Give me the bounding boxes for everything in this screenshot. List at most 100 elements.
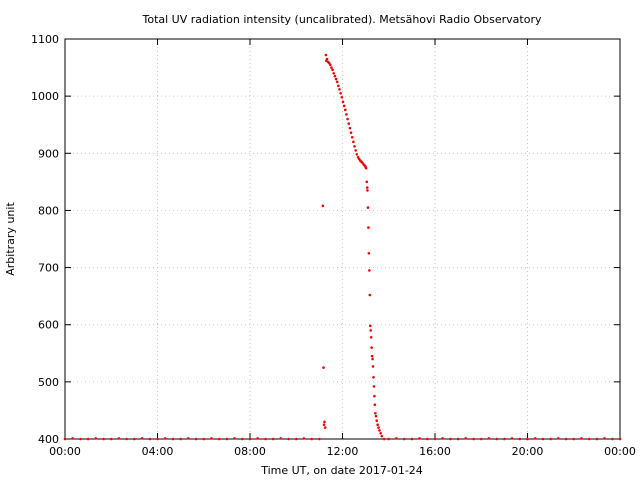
data-point: [71, 437, 74, 440]
data-point: [395, 437, 398, 440]
data-point: [371, 357, 374, 361]
data-point: [410, 437, 414, 441]
data-point: [564, 437, 568, 441]
data-point: [102, 437, 105, 441]
data-point: [479, 437, 483, 441]
data-point: [541, 437, 545, 441]
data-point: [322, 366, 325, 369]
data-point: [163, 437, 167, 440]
data-point: [387, 437, 391, 441]
data-point: [426, 437, 429, 441]
data-point: [287, 437, 290, 441]
data-point: [433, 437, 437, 441]
data-point: [86, 437, 90, 441]
data-point: [354, 149, 357, 152]
data-point: [572, 437, 576, 441]
data-point: [279, 437, 283, 440]
data-point: [352, 140, 355, 144]
y-tick-label: 900: [38, 147, 59, 160]
data-point: [335, 80, 339, 84]
data-point: [374, 414, 378, 418]
data-point: [330, 66, 333, 69]
data-point: [375, 419, 379, 423]
data-point: [371, 365, 375, 368]
data-point: [370, 346, 373, 349]
data-point: [366, 206, 370, 209]
data-point: [365, 186, 369, 189]
y-tick-label: 700: [38, 262, 59, 275]
data-point: [611, 437, 614, 441]
data-point: [233, 437, 236, 440]
y-tick-label: 1000: [31, 90, 59, 103]
data-point: [595, 437, 599, 441]
data-point: [418, 437, 421, 440]
axis-ticks: 00:00 04:00 08:00 12:00 16:00 20:00 00:0040050…: [31, 33, 636, 458]
data-point: [225, 437, 229, 441]
data-point: [353, 145, 356, 148]
y-tick-label: 400: [38, 433, 59, 446]
data-point: [109, 437, 113, 441]
data-point: [148, 437, 152, 441]
data-point: [370, 354, 374, 358]
data-point: [334, 77, 338, 81]
data-point: [140, 437, 144, 440]
data-point: [117, 437, 121, 440]
data-point: [402, 437, 406, 441]
data-point: [63, 437, 67, 441]
data-point: [322, 423, 326, 427]
data-point: [342, 104, 346, 108]
data-point: [256, 437, 259, 440]
data-point: [332, 71, 336, 75]
data-point: [345, 113, 348, 116]
data-point: [449, 437, 452, 441]
data-point: [156, 437, 159, 441]
data-point: [339, 91, 342, 95]
data-point: [374, 411, 377, 415]
data-point: [337, 84, 340, 88]
data-point: [372, 375, 375, 379]
data-point: [364, 166, 368, 170]
data-point: [333, 74, 337, 78]
data-point: [441, 437, 444, 440]
x-axis-label: Time UT, on date 2017-01-24: [260, 464, 423, 477]
data-point: [350, 135, 354, 139]
data-point: [376, 423, 379, 427]
x-tick-label: 00:00: [49, 445, 81, 458]
data-point: [94, 437, 98, 440]
data-point: [125, 437, 129, 441]
data-point: [510, 437, 514, 440]
data-point: [241, 437, 244, 441]
data-point: [302, 437, 306, 440]
data-point: [464, 437, 468, 440]
data-point: [503, 437, 506, 441]
data-point: [368, 293, 372, 297]
data-point: [217, 437, 221, 441]
data-point: [518, 437, 522, 441]
data-point: [367, 251, 371, 255]
y-tick-label: 600: [38, 319, 59, 332]
data-point: [366, 189, 369, 192]
data-point: [618, 437, 622, 441]
data-point: [587, 437, 591, 441]
data-point: [533, 437, 537, 440]
x-tick-label: 12:00: [327, 445, 359, 458]
x-tick-label: 00:00: [604, 445, 636, 458]
data-point: [186, 437, 190, 440]
data-point: [340, 95, 344, 99]
data-point: [368, 269, 371, 272]
data-point: [372, 385, 376, 388]
data-point: [373, 394, 376, 398]
data-point: [487, 437, 491, 440]
data-point: [380, 434, 384, 438]
data-point: [194, 437, 198, 441]
data-point: [365, 180, 369, 184]
data-point: [456, 437, 460, 441]
data-point: [369, 329, 373, 332]
x-tick-label: 04:00: [142, 445, 174, 458]
x-tick-label: 20:00: [512, 445, 544, 458]
y-tick-label: 800: [38, 204, 59, 217]
data-point: [321, 204, 325, 208]
data-point: [331, 68, 334, 72]
